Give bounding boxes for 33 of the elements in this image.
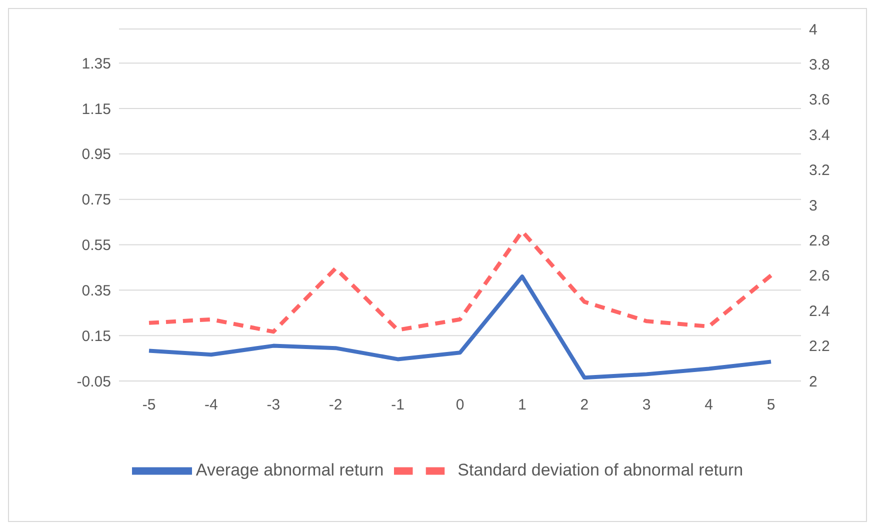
y2-tick-label: 3.6 xyxy=(809,92,830,109)
x-tick-label: -4 xyxy=(204,396,218,414)
x-tick-label: 1 xyxy=(518,396,526,414)
y2-tick-label: 3 xyxy=(809,197,818,214)
y2-tick-label: 2.2 xyxy=(809,338,830,356)
x-tick-label: -5 xyxy=(142,396,156,414)
x-tick-label: -3 xyxy=(266,396,280,414)
y-tick-label: 1.15 xyxy=(82,100,111,118)
y-tick-label: 0.15 xyxy=(82,328,111,345)
line-series xyxy=(147,274,773,380)
y2-tick-label: 3.2 xyxy=(809,162,830,180)
x-tick-label: -1 xyxy=(391,396,404,414)
y2-tick-label: 4 xyxy=(809,21,818,38)
x-tick-label: 3 xyxy=(642,396,651,414)
y-tick-label: 1.35 xyxy=(82,55,111,72)
legend-label: Standard deviation of abnormal return xyxy=(458,460,744,480)
y2-tick-label: 2 xyxy=(809,373,818,390)
y-tick-label: 0.75 xyxy=(82,192,111,209)
legend-label: Average abnormal return xyxy=(196,460,384,480)
x-tick-label: 0 xyxy=(456,396,464,414)
y-tick-label: 0.35 xyxy=(82,282,111,300)
y2-tick-label: 2.4 xyxy=(809,302,830,320)
y-tick-label: -0.05 xyxy=(76,373,111,390)
x-tick-label: 5 xyxy=(766,396,776,414)
x-tick-label: -2 xyxy=(328,396,342,414)
y2-tick-label: 2.6 xyxy=(809,268,830,285)
x-tick-label: 2 xyxy=(580,396,589,414)
y2-tick-label: 2.8 xyxy=(809,232,830,250)
y2-tick-label: 3.8 xyxy=(809,56,830,74)
y-tick-label: 0.55 xyxy=(82,237,111,254)
y-tick-label: 0.95 xyxy=(82,146,111,164)
y2-tick-label: 3.4 xyxy=(809,126,830,144)
x-tick-label: 4 xyxy=(704,396,713,414)
